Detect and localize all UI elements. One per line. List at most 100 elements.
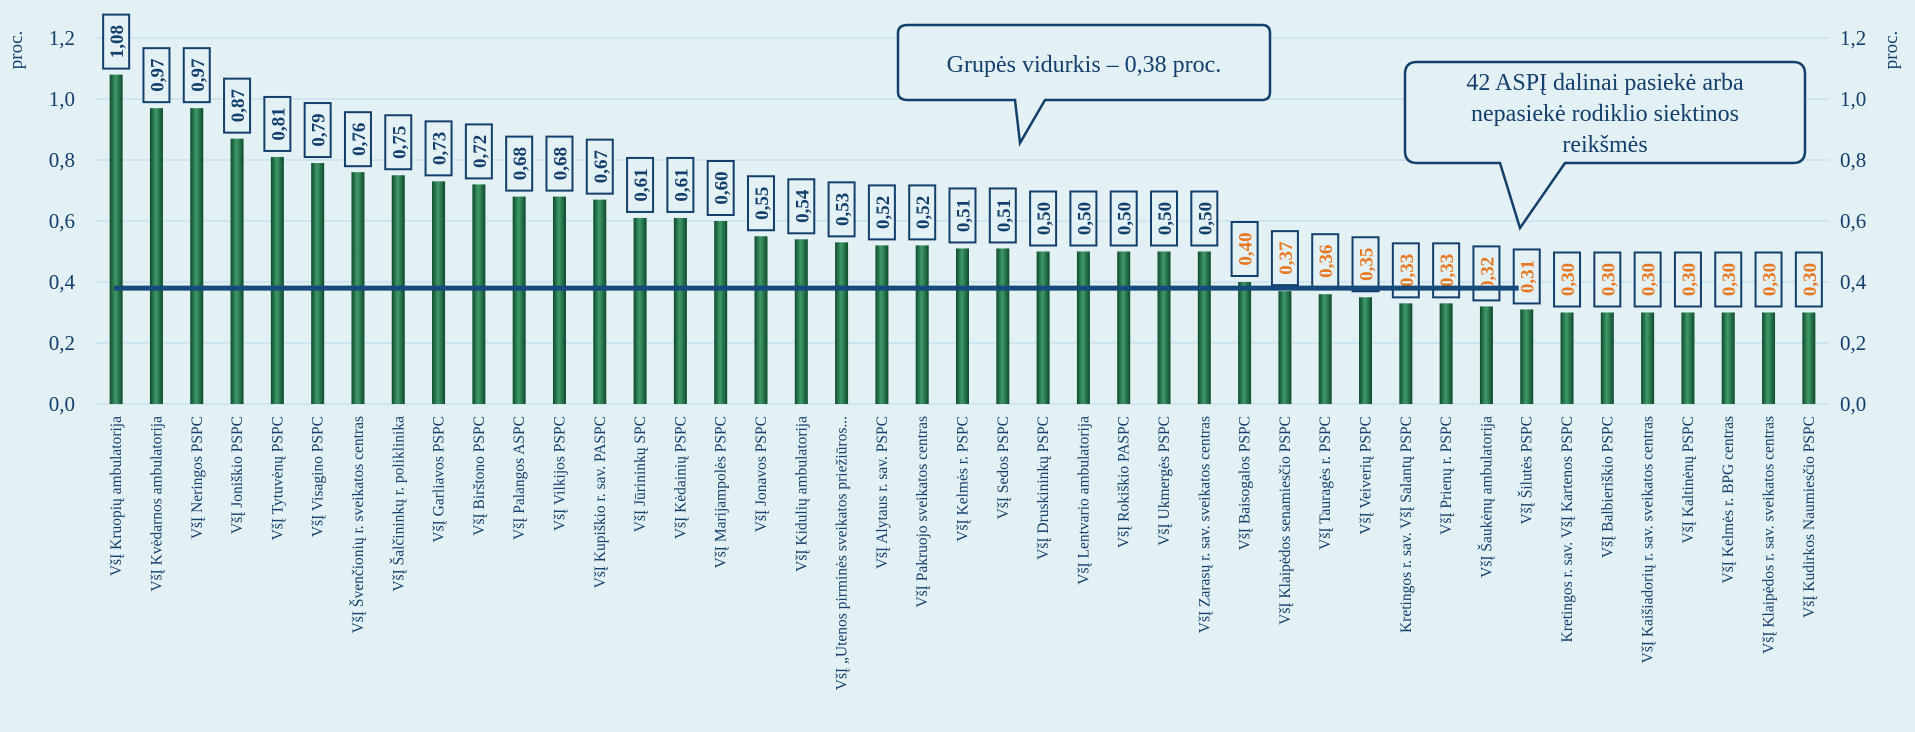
- x-tick-label: VšĮ Rokiškio PASPC: [1116, 416, 1133, 548]
- value-label-box: [142, 47, 171, 104]
- value-label-box: [505, 135, 534, 192]
- bar: [1359, 297, 1373, 404]
- x-tick-label: VšĮ Kidulių ambulatorija: [793, 416, 810, 572]
- value-label-box: [1512, 248, 1541, 305]
- value-label-box: [1150, 190, 1179, 247]
- y-tick-label: 0,8: [49, 148, 75, 172]
- bar: [1197, 251, 1211, 404]
- bars: [109, 74, 1816, 405]
- value-label: 0,30: [1679, 263, 1700, 296]
- callout-box: [1403, 60, 1807, 231]
- value-label-box: [343, 111, 372, 168]
- x-tick-label: VšĮ Šilutės PSPC: [1519, 416, 1536, 525]
- x-tick-label: Kretingos r. sav. VšĮ Salantų PSPC: [1398, 416, 1415, 633]
- x-tick-label: VšĮ Palangos ASPC: [511, 416, 528, 540]
- bar: [230, 138, 244, 404]
- x-tick-label: VšĮ Kaišiadorių r. sav. sveikatos centra…: [1640, 416, 1657, 663]
- x-tick-label: Kretingos r. sav. VšĮ Kartenos PSPC: [1559, 416, 1576, 642]
- y2-tick-label: 0,8: [1840, 148, 1866, 172]
- x-tick-label: VšĮ Tytuvėnų PSPC: [269, 416, 286, 540]
- y2-tick-label: 0,6: [1840, 209, 1866, 233]
- callout-text: nepasiekė rodiklio siektinos: [1471, 101, 1739, 127]
- bar: [1560, 312, 1574, 404]
- x-tick-label: VšĮ Klaipėdos senamiesčio PSPC: [1277, 416, 1294, 625]
- x-tick-label: VšĮ Lentvario ambulatorija: [1075, 416, 1092, 585]
- value-label: 0,37: [1276, 241, 1297, 275]
- value-label-box: [706, 160, 735, 216]
- x-tick-label: VšĮ Ukmergės PSPC: [1156, 416, 1173, 546]
- value-label-box: [626, 156, 655, 213]
- value-label-box: [585, 138, 614, 195]
- x-tick-label: VšĮ Šaukėnų ambulatorija: [1478, 416, 1495, 578]
- labels: VšĮ Kruopių ambulatorija 1,08 VšĮ Kvėdarno…: [102, 13, 1823, 690]
- bar: [1076, 251, 1090, 404]
- value-label-box: [1311, 233, 1340, 290]
- x-tick-label: VšĮ Kaltinėnų PSPC: [1680, 416, 1697, 543]
- value-label: 0,75: [389, 126, 410, 159]
- x-tick-label: VšĮ Šalčininkų r. poliklinika: [390, 416, 407, 592]
- y-tick-label: 0,0: [49, 392, 75, 416]
- value-label-box: [746, 175, 775, 232]
- value-label: 0,51: [954, 199, 975, 232]
- bar: [1762, 312, 1776, 404]
- bar: [149, 108, 163, 405]
- value-label-box: [908, 184, 937, 241]
- value-label: 0,50: [1074, 202, 1095, 235]
- y-tick-label: 1,0: [49, 87, 75, 111]
- callout-box: [896, 23, 1272, 147]
- value-label: 0,79: [309, 113, 330, 146]
- value-label-box: [867, 184, 896, 241]
- x-tick-label: VšĮ Kruopių ambulatorija: [108, 416, 125, 576]
- value-label: 0,30: [1598, 263, 1619, 296]
- bar: [1479, 306, 1493, 404]
- value-label-box: [1472, 245, 1501, 302]
- value-label-box: [303, 102, 332, 159]
- value-label: 0,76: [349, 123, 370, 156]
- value-label: 0,36: [1316, 245, 1337, 278]
- value-label: 0,32: [1477, 257, 1498, 290]
- value-label-box: [1190, 190, 1219, 247]
- bar: [1520, 309, 1534, 404]
- value-label: 0,81: [268, 107, 289, 140]
- value-label-box: [464, 123, 493, 180]
- value-label-box: [1109, 190, 1138, 247]
- x-tick-label: VšĮ Tauragės r. PSPC: [1317, 416, 1334, 550]
- value-label-box: [1230, 221, 1259, 277]
- bar: [1721, 312, 1735, 404]
- value-label: 0,68: [510, 147, 531, 180]
- value-label: 0,55: [752, 187, 773, 220]
- x-tick-label: VšĮ Pakruojo sveikatos centras: [914, 416, 931, 608]
- value-label: 0,73: [430, 132, 451, 165]
- value-label: 1,08: [107, 25, 128, 58]
- value-label: 0,97: [188, 58, 209, 92]
- bar: [1318, 294, 1332, 404]
- value-label: 0,53: [833, 193, 854, 226]
- value-label-box: [948, 187, 977, 244]
- y2-axis-label: proc.: [1881, 31, 1902, 70]
- bar: [593, 199, 607, 404]
- x-tick-label: VšĮ „Utenos pirminės sveikatos priežiūro…: [834, 416, 851, 690]
- value-label-box: [787, 178, 816, 235]
- value-label-box: [223, 77, 252, 134]
- x-tick-label: VšĮ Vilkijos PSPC: [551, 416, 568, 531]
- x-tick-label: VšĮ Baisogalos PSPC: [1237, 416, 1254, 550]
- value-label: 0,67: [591, 150, 612, 184]
- x-tick-label: VšĮ Birštono PSPC: [471, 416, 488, 536]
- bar: [472, 184, 486, 404]
- x-tick-label: VšĮ Kėdainių PSPC: [672, 416, 689, 539]
- x-tick-label: VšĮ Klaipėdos r. sav. sveikatos centras: [1761, 416, 1778, 654]
- value-label-box: [1270, 230, 1299, 287]
- bar: [835, 242, 849, 404]
- value-label: 0,61: [631, 168, 652, 201]
- value-label: 0,50: [1195, 202, 1216, 235]
- y-tick-label: 0,2: [49, 331, 75, 355]
- value-label-box: [666, 156, 695, 213]
- value-label: 0,50: [1115, 202, 1136, 235]
- bar: [1802, 312, 1816, 404]
- y2-tick-label: 0,2: [1840, 331, 1866, 355]
- bar: [1117, 251, 1131, 404]
- bar: [915, 245, 929, 404]
- bar: [956, 248, 969, 404]
- bar: [714, 221, 728, 404]
- y2-tick-label: 0,4: [1840, 270, 1867, 294]
